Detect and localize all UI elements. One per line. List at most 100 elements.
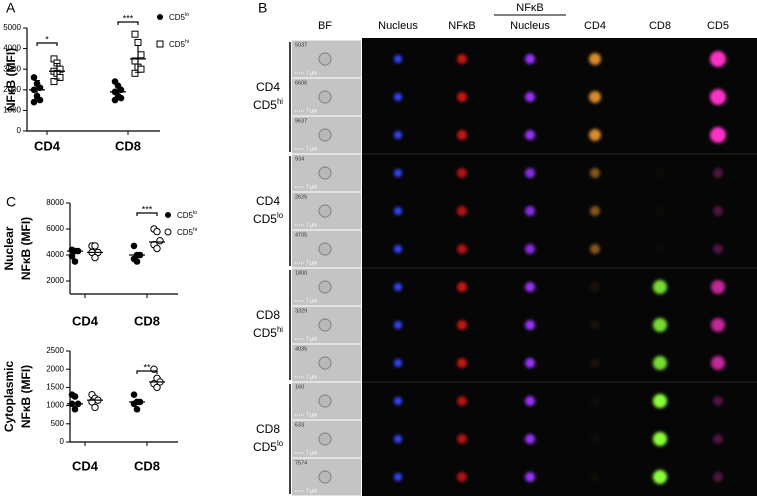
- x-tick-label: CD8: [115, 138, 141, 153]
- bf-cell: [318, 432, 332, 446]
- bf-cell: [318, 280, 332, 294]
- fluorescence-cell: [590, 320, 600, 330]
- cell-id: 4035: [295, 346, 307, 352]
- x-tick-label: CD4: [72, 458, 99, 473]
- fluorescence-cell: [653, 318, 667, 332]
- y-axis-label: NFκB (MFI): [19, 217, 33, 280]
- bf-cell: [318, 90, 332, 104]
- data-point: [153, 227, 161, 236]
- group-label: CD4: [256, 194, 280, 208]
- group-label: CD5hi: [253, 325, 283, 340]
- cell-id: 934: [295, 156, 304, 162]
- fluorescence-cell: [710, 51, 726, 67]
- fluorescence-cell: [457, 282, 467, 292]
- fluorescence-cell: [394, 321, 402, 329]
- bf-cell: [318, 242, 332, 256]
- y-tick-label: 1000: [3, 106, 21, 115]
- fluorescence-cell: [590, 358, 600, 368]
- group-label-main: CD5: [253, 440, 277, 454]
- fluorescence-cell: [653, 356, 667, 370]
- fluorescence-cell: [710, 127, 726, 143]
- y-axis-label: NFκB (MFI): [4, 48, 18, 111]
- fluorescence-cell: [394, 435, 402, 443]
- column-header: CD5: [707, 20, 729, 32]
- group-label-sup: hi: [277, 325, 283, 334]
- scale-label: 7 µm: [306, 488, 317, 494]
- fluorescence-cell: [590, 434, 600, 444]
- group-label-main: CD5: [253, 326, 277, 340]
- legend-label: CD5hi: [169, 40, 189, 50]
- fluorescence-cell: [713, 434, 723, 444]
- data-point: [134, 38, 142, 46]
- fluorescence-cell: [525, 54, 535, 64]
- fluorescence-cell: [394, 55, 402, 63]
- fluorescence-cell: [394, 207, 402, 215]
- group-label-sup: lo: [277, 439, 284, 448]
- fluorescence-cell: [653, 432, 667, 446]
- significance-label: ***: [142, 204, 153, 214]
- fluorescence-cell: [653, 394, 667, 408]
- cell-id: 4705: [295, 232, 307, 238]
- legend-label-sup: hi: [185, 40, 189, 46]
- y-tick-label: 2000: [3, 85, 21, 94]
- fluorescence-cell: [713, 168, 723, 178]
- group-label: CD5lo: [253, 211, 284, 226]
- significance-label: *: [45, 34, 49, 44]
- column-header: CD4: [584, 20, 606, 32]
- fluorescence-cell: [457, 244, 467, 254]
- bf-cell: [318, 166, 332, 180]
- fluorescence-cell: [653, 280, 667, 294]
- fluorescence-cell: [394, 473, 402, 481]
- bf-cell: [318, 356, 332, 370]
- group-label: CD8: [256, 308, 280, 322]
- fluorescence-cell: [713, 472, 723, 482]
- panel-letter: B: [258, 0, 267, 16]
- data-point: [153, 383, 161, 392]
- fluorescence-cell: [525, 434, 535, 444]
- legend-marker: [157, 14, 163, 20]
- fluorescence-cell: [654, 167, 666, 179]
- data-point: [30, 98, 38, 106]
- fluorescence-cell: [457, 130, 467, 140]
- group-label-main: CD5: [253, 98, 277, 112]
- significance-label: ***: [123, 13, 134, 23]
- x-tick-label: CD4: [34, 138, 61, 153]
- fluorescence-cell: [525, 396, 535, 406]
- data-point: [36, 96, 44, 104]
- y-tick-label: 2000: [46, 364, 64, 373]
- fluorescence-cell: [589, 129, 601, 141]
- fluorescence-cell: [653, 470, 667, 484]
- scale-label: 7 µm: [306, 450, 317, 456]
- y-tick-label: 3000: [3, 64, 21, 73]
- group-label: CD4: [256, 80, 280, 94]
- fluorescence-cell: [394, 283, 402, 291]
- x-tick-label: CD4: [72, 313, 99, 328]
- bf-cell: [318, 470, 332, 484]
- data-point: [71, 258, 79, 265]
- legend-label-sup: hi: [193, 228, 197, 234]
- group-label: CD5lo: [253, 439, 284, 454]
- y-tick-label: 1500: [46, 383, 64, 392]
- data-point: [137, 65, 145, 73]
- panel-letter: A: [6, 0, 16, 16]
- fluorescence-cell: [590, 396, 600, 406]
- legend-label: CD5lo: [177, 211, 197, 221]
- legend-label-main: CD5: [169, 13, 186, 22]
- fluorescence-cell: [713, 244, 723, 254]
- significance-bracket: [136, 212, 158, 216]
- data-point: [91, 403, 99, 412]
- data-point: [131, 30, 139, 38]
- cell-id: 2625: [295, 194, 307, 200]
- significance-bracket: [36, 42, 58, 46]
- data-point: [68, 252, 76, 260]
- column-header: Nucleus: [378, 20, 418, 32]
- fluorescence-cell: [457, 320, 467, 330]
- data-point: [156, 237, 164, 245]
- fluorescence-cell: [394, 93, 402, 101]
- column-header: Nucleus: [510, 20, 550, 32]
- data-point: [153, 244, 161, 253]
- y-tick-label: 500: [51, 419, 65, 428]
- fluorescence-cell: [394, 397, 402, 405]
- legend-label: CD5hi: [177, 228, 197, 238]
